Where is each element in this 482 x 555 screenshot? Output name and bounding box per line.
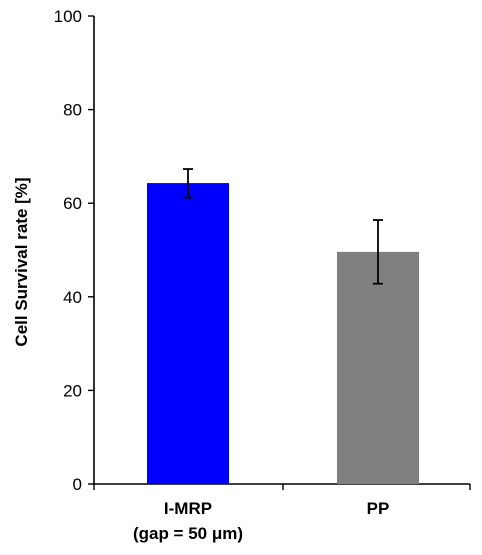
bars [147, 183, 419, 485]
y-tick-label: 60 [63, 194, 82, 213]
x-category-label: I-MRP [164, 499, 212, 518]
bar-pp [337, 251, 419, 484]
y-tick-label: 0 [73, 475, 82, 494]
error-bars [183, 168, 383, 285]
x-category-label: PP [367, 499, 390, 518]
y-tick-label: 40 [63, 288, 82, 307]
y-tick-label: 20 [63, 381, 82, 400]
y-axis-label: Cell Survival rate [%] [12, 177, 31, 346]
y-tick-label: 100 [54, 7, 82, 26]
y-tick-label: 80 [63, 101, 82, 120]
x-category-sublabel: (gap = 50 μm) [133, 524, 243, 543]
bar-i-mrp [147, 183, 229, 485]
labels: 0 20 40 60 80 100 I-MRP (gap = 50 μm) PP Cell Sur… [12, 7, 389, 543]
